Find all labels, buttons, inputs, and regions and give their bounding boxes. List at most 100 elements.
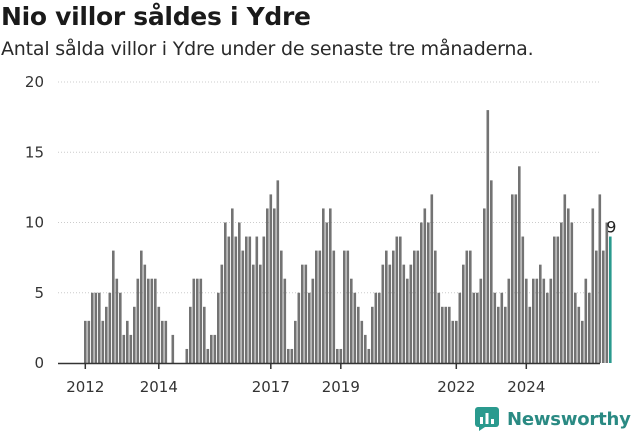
bar bbox=[588, 292, 591, 363]
bar bbox=[420, 222, 423, 363]
bar bbox=[441, 306, 444, 363]
latest-value-label: 9 bbox=[606, 218, 616, 237]
bar bbox=[129, 334, 133, 363]
bar bbox=[126, 320, 129, 363]
bar bbox=[206, 348, 210, 363]
chart-bars-icon bbox=[475, 407, 499, 431]
bar bbox=[350, 278, 353, 363]
bar bbox=[308, 292, 311, 363]
bar bbox=[602, 250, 605, 363]
bar bbox=[378, 292, 381, 363]
bar bbox=[164, 320, 168, 363]
bar bbox=[504, 306, 507, 363]
bar bbox=[483, 208, 486, 363]
bar bbox=[213, 334, 217, 363]
bar bbox=[105, 306, 108, 363]
bar bbox=[500, 292, 504, 363]
bar bbox=[574, 292, 577, 363]
x-tick-label: 2024 bbox=[507, 378, 545, 396]
bar bbox=[238, 222, 241, 363]
bar bbox=[227, 236, 231, 363]
bar bbox=[388, 264, 392, 363]
bar bbox=[276, 180, 280, 363]
bar bbox=[98, 292, 101, 363]
bar bbox=[360, 320, 364, 363]
bar bbox=[423, 208, 427, 363]
bar bbox=[406, 278, 409, 363]
x-tick-label: 2022 bbox=[437, 378, 475, 396]
newsworthy-logo: Newsworthy bbox=[475, 407, 631, 431]
y-tick-label: 10 bbox=[25, 214, 44, 232]
bar bbox=[577, 306, 581, 363]
bar bbox=[294, 320, 297, 363]
bar bbox=[448, 306, 451, 363]
bar bbox=[570, 222, 574, 363]
bar bbox=[266, 208, 269, 363]
bar bbox=[269, 194, 273, 363]
bar bbox=[203, 306, 206, 363]
bar bbox=[567, 208, 570, 363]
bar bbox=[231, 208, 234, 363]
bar bbox=[280, 250, 283, 363]
bar bbox=[525, 278, 528, 363]
bar bbox=[241, 250, 245, 363]
bar bbox=[259, 264, 262, 363]
bar bbox=[189, 306, 192, 363]
bar bbox=[112, 250, 115, 363]
bar bbox=[385, 250, 388, 363]
bar bbox=[94, 292, 98, 363]
bar bbox=[133, 306, 136, 363]
bar bbox=[595, 250, 598, 363]
bar bbox=[469, 250, 472, 363]
bar bbox=[353, 292, 357, 363]
bar bbox=[392, 250, 395, 363]
bar bbox=[416, 250, 420, 363]
bar bbox=[458, 292, 462, 363]
bar bbox=[598, 194, 602, 363]
bar bbox=[479, 278, 483, 363]
bar bbox=[560, 222, 563, 363]
bar bbox=[245, 236, 248, 363]
x-tick-label: 2019 bbox=[322, 378, 360, 396]
bar bbox=[465, 250, 469, 363]
bar bbox=[402, 264, 406, 363]
bar bbox=[84, 320, 87, 363]
bar bbox=[381, 264, 385, 363]
bar bbox=[556, 236, 560, 363]
y-tick-label: 0 bbox=[34, 354, 44, 372]
bar bbox=[115, 278, 119, 363]
bar bbox=[154, 278, 157, 363]
bar bbox=[185, 348, 189, 363]
bar bbox=[430, 194, 434, 363]
bar bbox=[357, 306, 360, 363]
bar bbox=[192, 278, 196, 363]
bar bbox=[101, 320, 105, 363]
bar bbox=[318, 250, 322, 363]
bar bbox=[546, 292, 549, 363]
bar bbox=[217, 292, 220, 363]
bar bbox=[150, 278, 154, 363]
bar bbox=[518, 166, 521, 363]
bar bbox=[528, 306, 532, 363]
bar bbox=[140, 250, 143, 363]
bar bbox=[287, 348, 290, 363]
bar bbox=[514, 194, 518, 363]
bar bbox=[486, 110, 490, 363]
bar bbox=[507, 278, 511, 363]
bar bbox=[371, 306, 374, 363]
bar bbox=[143, 264, 147, 363]
bar bbox=[196, 278, 199, 363]
bar bbox=[87, 320, 91, 363]
brand-name: Newsworthy bbox=[507, 408, 631, 430]
bar bbox=[413, 250, 416, 363]
bar bbox=[539, 264, 542, 363]
bar bbox=[119, 292, 122, 363]
bar bbox=[346, 250, 350, 363]
bar bbox=[304, 264, 308, 363]
chart-subtitle: Antal sålda villor i Ydre under de senas… bbox=[1, 38, 534, 60]
bar bbox=[493, 292, 497, 363]
bar bbox=[234, 236, 238, 363]
x-tick-label: 2012 bbox=[66, 378, 104, 396]
bar bbox=[427, 222, 430, 363]
bar bbox=[476, 292, 479, 363]
